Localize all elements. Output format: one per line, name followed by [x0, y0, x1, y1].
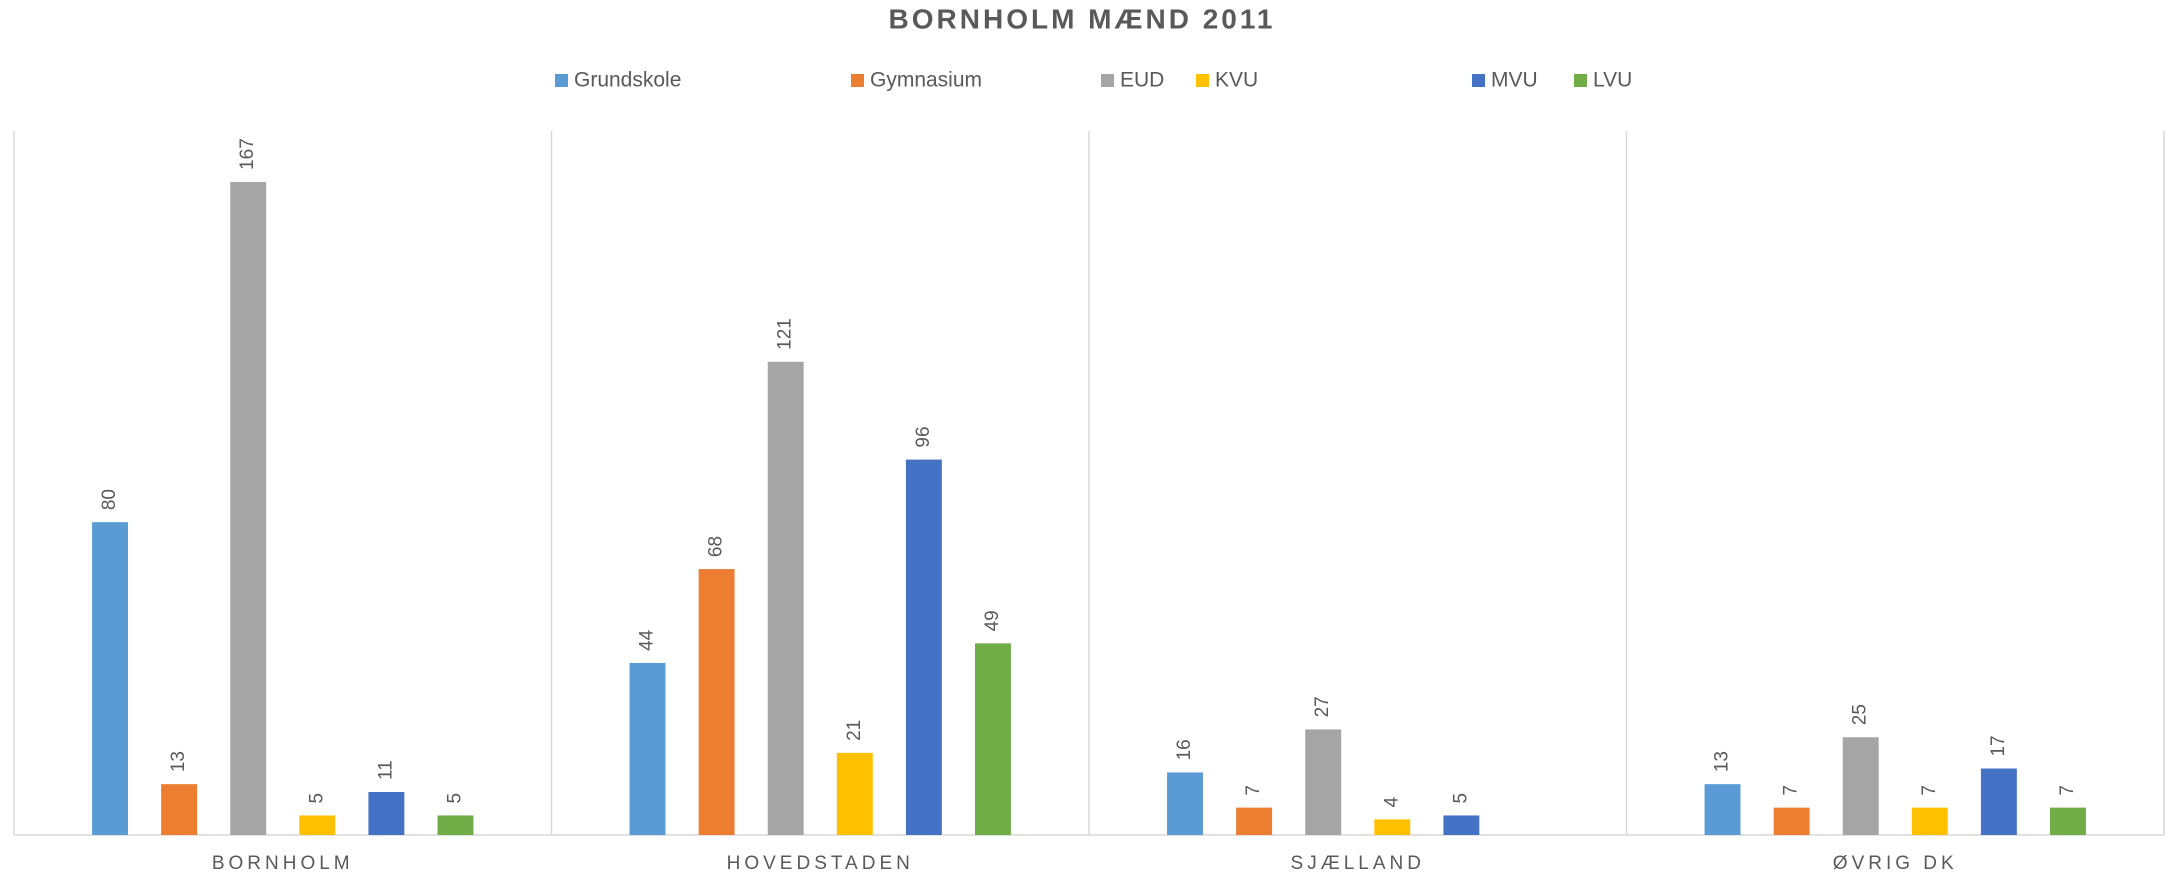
bar [698, 569, 735, 835]
x-tick-label: HOVEDSTADEN [727, 853, 914, 874]
data-label: 4 [1381, 796, 1402, 807]
bar [1980, 768, 2017, 835]
bar [629, 662, 666, 835]
bar [1704, 784, 1741, 835]
bar [92, 522, 128, 835]
data-label: 16 [1174, 739, 1195, 760]
data-label: 7 [1781, 785, 1802, 796]
legend-swatch [555, 74, 568, 87]
legend-label: EUD [1120, 69, 1164, 92]
bar [299, 815, 336, 835]
bar [1167, 772, 1203, 835]
bar [1911, 807, 1948, 835]
bar [905, 459, 942, 835]
bar [975, 643, 1011, 835]
legend-label: Gymnasium [870, 69, 982, 92]
legend-label: Grundskole [574, 69, 681, 92]
data-label: 7 [2057, 785, 2078, 796]
bar [161, 784, 198, 835]
legend-label: MVU [1491, 69, 1538, 92]
data-label: 44 [637, 629, 658, 651]
data-label: 17 [1988, 735, 2009, 756]
data-label: 96 [913, 426, 934, 447]
bar [1374, 819, 1411, 835]
legend-label: KVU [1215, 69, 1258, 92]
data-label: 5 [1450, 793, 1471, 804]
bar [2050, 807, 2086, 835]
data-label: 13 [168, 751, 189, 772]
legend-swatch [1574, 74, 1587, 87]
data-label: 121 [775, 318, 796, 350]
x-tick-label: SJÆLLAND [1291, 853, 1425, 874]
legend-swatch [851, 74, 864, 87]
bar [1443, 815, 1480, 835]
data-label: 5 [306, 793, 327, 804]
x-tick-label: ØVRIG DK [1833, 853, 1958, 874]
legend-label: LVU [1593, 69, 1632, 92]
data-label: 13 [1712, 751, 1733, 772]
data-label: 80 [99, 489, 120, 510]
x-tick-label: BORNHOLM [212, 853, 354, 874]
data-label: 27 [1312, 696, 1333, 717]
data-label: 49 [982, 610, 1003, 631]
bar [230, 181, 267, 835]
data-label: 11 [375, 760, 396, 780]
bar [1842, 737, 1879, 835]
bar [1305, 729, 1342, 835]
data-label: 7 [1243, 785, 1264, 796]
bar [767, 361, 804, 835]
bar [368, 791, 405, 835]
data-label: 25 [1850, 704, 1871, 725]
data-label: 5 [444, 793, 465, 804]
data-label: 21 [844, 720, 865, 741]
legend-swatch [1101, 74, 1114, 87]
bar [836, 752, 873, 835]
bar [1236, 807, 1273, 835]
bar [1773, 807, 1810, 835]
bar [437, 815, 474, 835]
chart-title: BORNHOLM MÆND 2011 [889, 3, 1276, 34]
legend-swatch [1472, 74, 1485, 87]
data-label: 7 [1919, 785, 1940, 796]
data-label: 68 [706, 536, 727, 557]
legend-swatch [1196, 74, 1209, 87]
data-label: 167 [237, 138, 258, 170]
